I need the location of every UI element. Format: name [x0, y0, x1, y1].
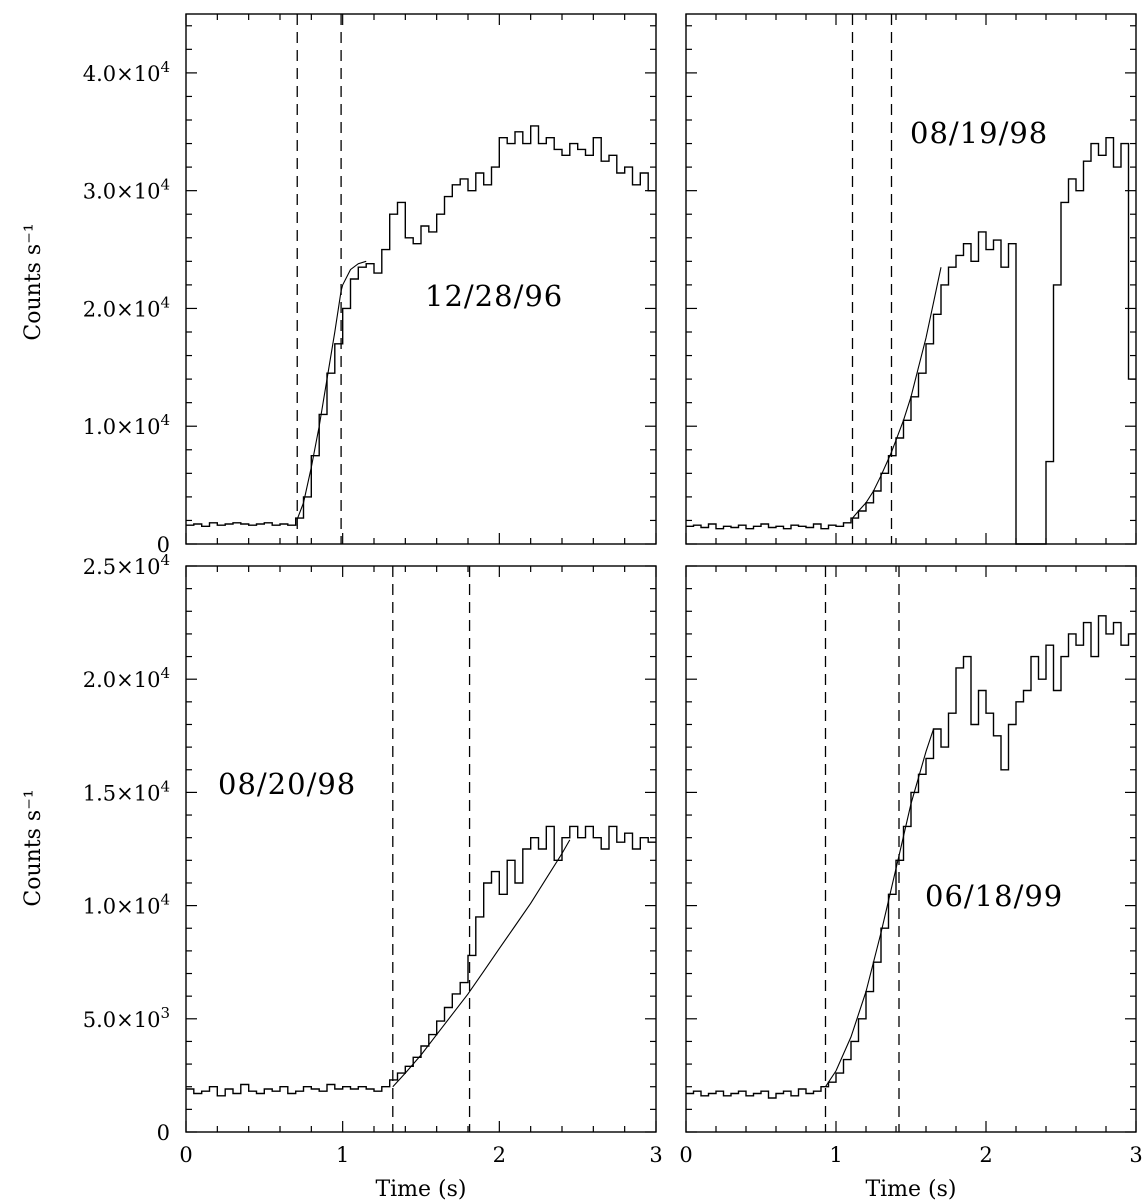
panel-bottom-left: 0 5.0×103 1.0×104 1.5×104 2.0×104 2.5×104 0 1 2 3… [83, 551, 663, 1167]
x-axis-label-left: Time (s) [375, 1177, 466, 1202]
plot-frame [185, 13, 657, 545]
y-tick-label: 2.0×104 [83, 293, 170, 321]
x-tick-label: 0 [179, 1143, 192, 1167]
fit-curve [852, 267, 942, 519]
light-curve-histogram [186, 825, 656, 1097]
y-tick-label: 2.0×104 [83, 664, 170, 692]
plot-frame [185, 565, 657, 1133]
panel-label: 06/18/99 [925, 879, 1063, 913]
y-tick-label: 0 [157, 1121, 170, 1145]
y-tick-label: 4.0×104 [83, 58, 170, 86]
x-axis-label-right: Time (s) [865, 1177, 956, 1202]
y-tick-label: 3.0×104 [83, 176, 170, 204]
y-tick-label: 5.0×103 [83, 1004, 170, 1032]
y-axis-label-bottom: Counts s⁻¹ [21, 789, 46, 906]
panel-label: 08/19/98 [910, 116, 1048, 150]
x-tick-label: 0 [679, 1143, 692, 1167]
panel-bottom-right: 0 1 2 3 06/18/99 [679, 565, 1143, 1167]
y-tick-label: 1.5×104 [83, 777, 170, 805]
plot-frame [685, 565, 1137, 1133]
fit-curve [296, 260, 367, 520]
x-tick-label: 3 [649, 1143, 662, 1167]
x-tick-label: 2 [493, 1143, 506, 1167]
plot-marks [685, 14, 1137, 545]
x-tick-label: 2 [979, 1143, 992, 1167]
panel-top-right: 08/19/98 [685, 13, 1137, 545]
y-tick-label: 1.0×104 [83, 891, 170, 919]
plot-frame [685, 13, 1137, 545]
y-tick-label: 1.0×104 [83, 411, 170, 439]
axis-labels: Counts s⁻¹ Counts s⁻¹ Time (s) Time (s) [21, 223, 957, 1202]
light-curve-histogram [686, 137, 1136, 545]
y-tick-label: 2.5×104 [83, 551, 170, 579]
y-axis-label-top: Counts s⁻¹ [21, 223, 46, 340]
plot-marks: 0 1 2 3 [679, 565, 1143, 1167]
panel-label: 08/20/98 [218, 767, 356, 801]
panel-label: 12/28/96 [425, 279, 563, 313]
light-curve-histogram [186, 125, 656, 527]
fit-curve [392, 839, 571, 1088]
plot-marks: 0 1.0×104 2.0×104 3.0×104 4.0×104 [83, 14, 657, 557]
plot-marks: 0 5.0×103 1.0×104 1.5×104 2.0×104 2.5×104 0 1 2 3 [83, 551, 663, 1167]
fit-curve [825, 728, 935, 1088]
x-tick-label: 1 [336, 1143, 349, 1167]
panel-top-left: 0 1.0×104 2.0×104 3.0×104 4.0×104 12/28/96 [83, 13, 657, 557]
y-tick-label: 0 [157, 533, 170, 557]
light-curve-histogram [686, 615, 1136, 1099]
x-tick-label: 1 [829, 1143, 842, 1167]
x-tick-label: 3 [1129, 1143, 1142, 1167]
